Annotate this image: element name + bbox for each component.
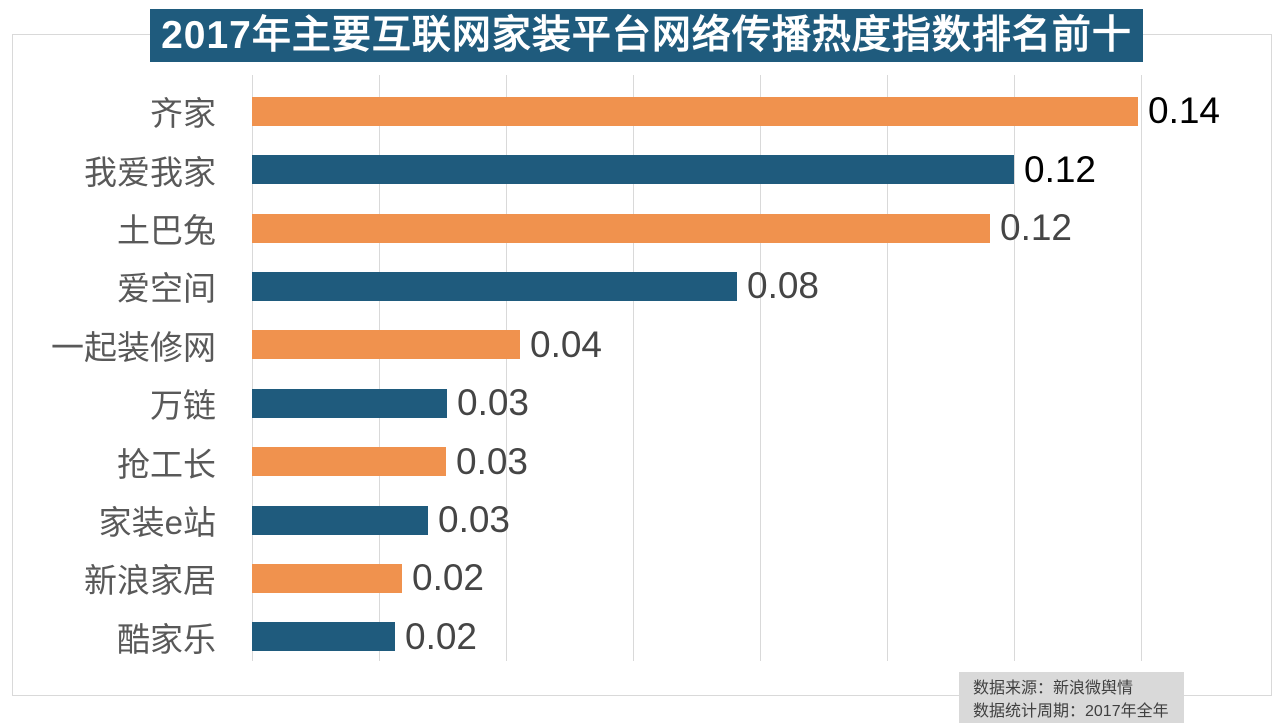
bar-万链: [252, 388, 447, 418]
value-label: 0.08: [747, 265, 820, 307]
category-label: 我爱我家: [84, 153, 216, 191]
source-note-line2: 数据统计周期：2017年全年: [973, 703, 1169, 720]
value-label: 0.03: [438, 499, 511, 540]
category-label: 齐家: [150, 95, 216, 133]
bar-土巴兔: [252, 213, 990, 243]
bar-家装e站: [252, 505, 428, 535]
category-label: 抢工长: [117, 445, 216, 483]
category-label: 爱空间: [117, 270, 216, 308]
chart-border-box: [12, 34, 1272, 696]
category-label: 土巴兔: [117, 211, 216, 249]
value-label: 0.02: [405, 615, 478, 657]
gridline: [633, 75, 634, 661]
bar-爱空间: [252, 271, 737, 301]
gridline: [1014, 75, 1015, 661]
bar-一起装修网: [252, 330, 520, 360]
value-label: 0.02: [412, 557, 485, 599]
value-label: 0.12: [1024, 148, 1097, 190]
gridline: [887, 75, 888, 661]
category-label: 家装e站: [98, 503, 216, 541]
source-note: 数据来源：新浪微舆情 数据统计周期：2017年全年: [959, 672, 1184, 723]
category-label: 新浪家居: [84, 562, 216, 600]
value-label: 0.12: [1000, 207, 1073, 248]
category-label: 酷家乐: [117, 620, 216, 658]
bar-我爱我家: [252, 155, 1014, 185]
category-labels: 齐家我爱我家土巴兔爱空间一起装修网万链抢工长家装e站新浪家居酷家乐: [0, 82, 216, 666]
value-label: 0.14: [1148, 90, 1221, 132]
category-label: 一起装修网: [51, 328, 216, 366]
value-label: 0.03: [457, 382, 530, 424]
value-label: 0.03: [456, 440, 529, 482]
gridline: [506, 75, 507, 661]
bar-新浪家居: [252, 563, 402, 593]
gridline: [1141, 75, 1142, 661]
plot-area: 0.14 0.12 0.12 0.08 0.04 0.03 0.03 0.03 0.02 0.02: [252, 75, 1268, 661]
gridline: [379, 75, 380, 661]
bar-抢工长: [252, 447, 446, 477]
category-label: 万链: [150, 387, 216, 425]
chart-title: 2017年主要互联网家装平台网络传播热度指数排名前十: [150, 9, 1143, 62]
gridline: [252, 75, 253, 661]
bar-齐家: [252, 96, 1138, 126]
gridline: [760, 75, 761, 661]
source-note-line1: 数据来源：新浪微舆情: [973, 680, 1134, 697]
value-label: 0.04: [530, 323, 603, 365]
bar-酷家乐: [252, 622, 395, 652]
